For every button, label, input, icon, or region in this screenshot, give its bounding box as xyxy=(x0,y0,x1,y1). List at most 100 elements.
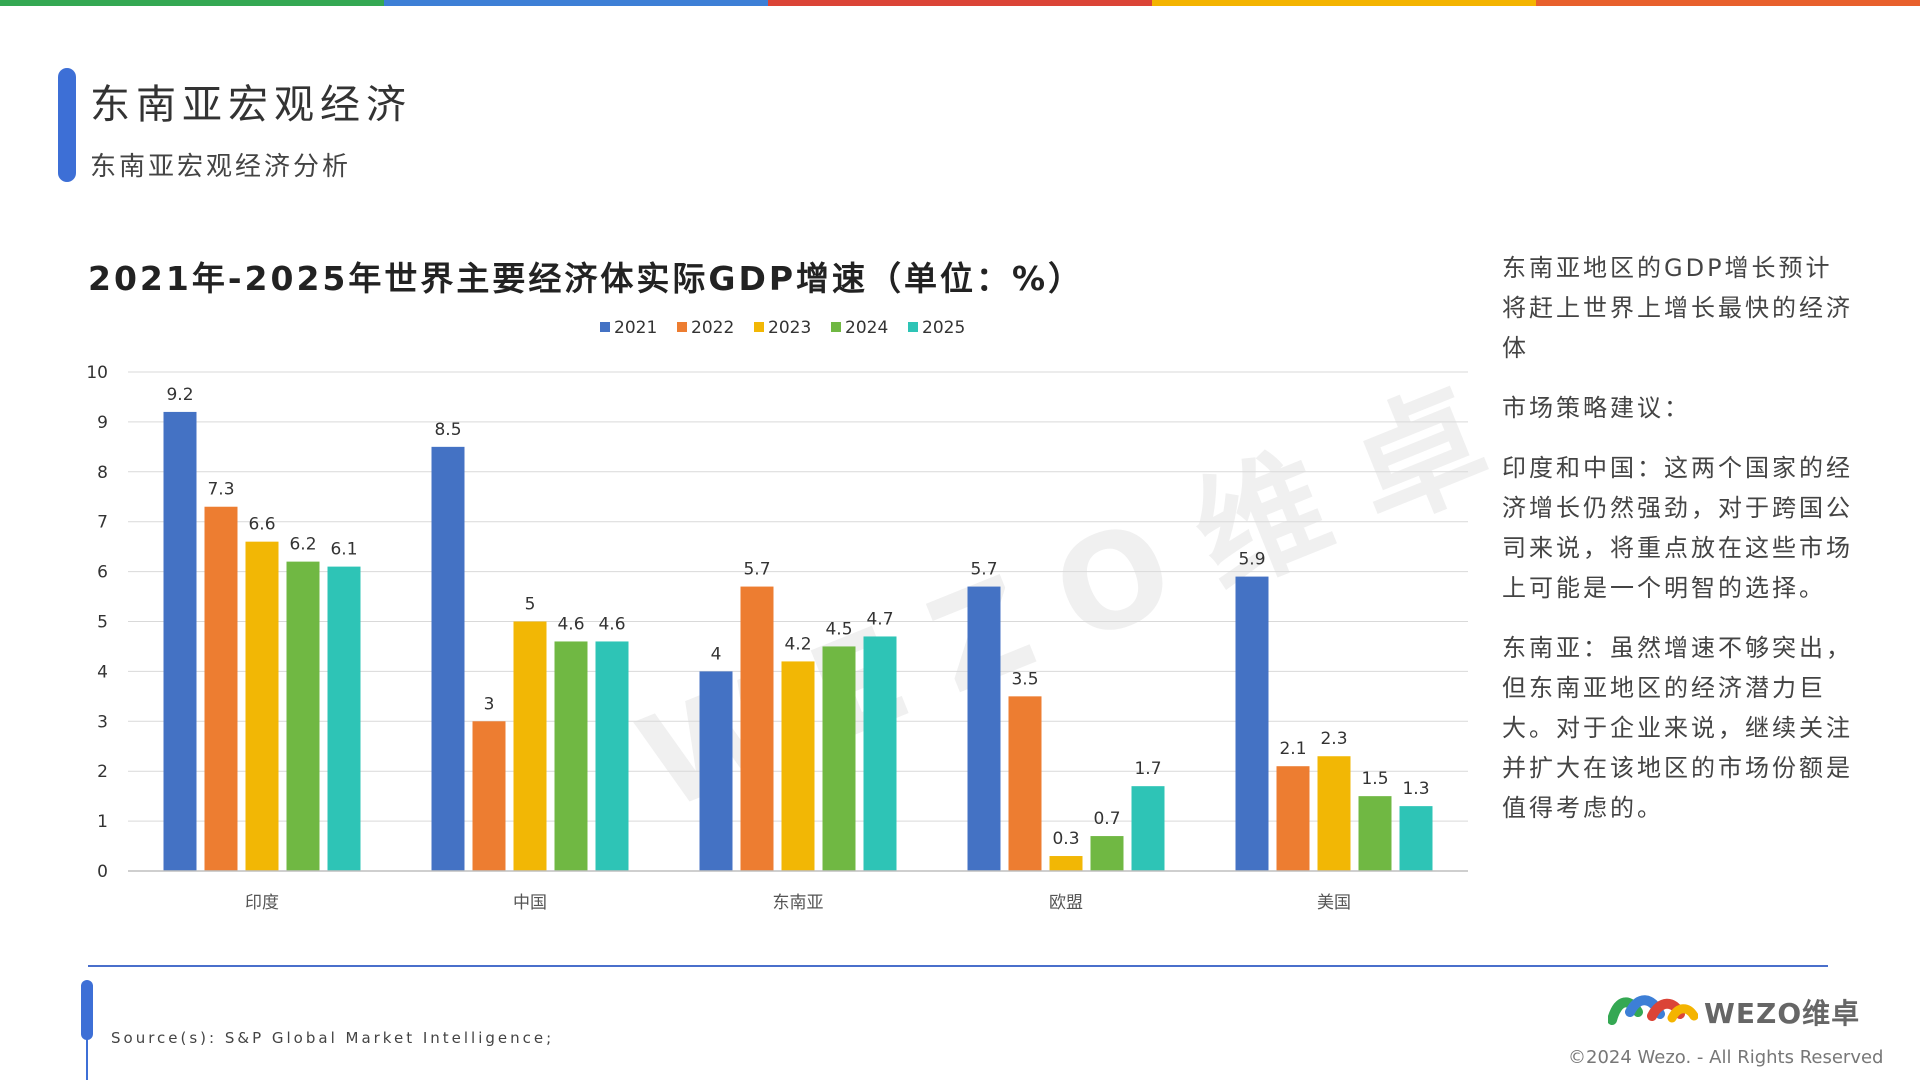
data-label: 2.3 xyxy=(1320,729,1347,749)
bar xyxy=(554,641,588,871)
source-note: Source(s): S&P Global Market Intelligenc… xyxy=(111,1029,555,1047)
y-tick-label: 5 xyxy=(97,613,108,633)
data-label: 6.6 xyxy=(248,515,275,535)
y-tick-label: 8 xyxy=(97,463,108,483)
wezo-logo: WEZO维卓 xyxy=(1608,992,1860,1032)
bar xyxy=(472,721,506,871)
data-label: 4 xyxy=(711,644,722,664)
bar xyxy=(286,561,320,871)
legend-swatch xyxy=(677,322,687,332)
legend-swatch xyxy=(754,322,764,332)
legend-swatch xyxy=(908,322,918,332)
data-label: 4.7 xyxy=(866,609,893,629)
y-tick-label: 4 xyxy=(97,662,108,682)
bar xyxy=(327,566,361,871)
sidebar-paragraph-2: 市场策略建议： xyxy=(1502,394,1691,422)
data-label: 5.9 xyxy=(1238,550,1265,570)
page-title: 东南亚宏观经济 xyxy=(90,82,412,128)
chart-title: 2021年-2025年世界主要经济体实际GDP增速（单位：%） xyxy=(88,259,1085,298)
bar xyxy=(781,661,815,871)
data-label: 6.1 xyxy=(330,540,357,560)
bar xyxy=(822,646,856,871)
data-label: 1.5 xyxy=(1361,769,1388,789)
data-label: 0.3 xyxy=(1052,829,1079,849)
data-label: 3 xyxy=(484,694,495,714)
top-bar-segment xyxy=(384,0,768,6)
bar xyxy=(1317,756,1351,871)
bar xyxy=(431,446,465,871)
data-label: 7.3 xyxy=(207,480,234,500)
footer-accent-bar xyxy=(81,980,93,1040)
top-bar-segment xyxy=(0,0,384,6)
y-tick-label: 6 xyxy=(97,563,108,583)
x-category-label: 美国 xyxy=(1317,893,1351,913)
logo-text: WEZO维卓 xyxy=(1704,997,1861,1030)
x-category-label: 印度 xyxy=(245,893,279,913)
bar xyxy=(163,411,197,871)
bar xyxy=(1358,796,1392,871)
bar-chart: 0 1 2 3 4 5 6 7 8 9 10 2021 2022 2023 2024 2025 9.2 7.3 6.… xyxy=(86,318,1468,913)
legend-label: 2021 xyxy=(614,318,657,338)
y-tick-label: 9 xyxy=(97,413,108,433)
legend-swatch xyxy=(831,322,841,332)
data-label: 2.1 xyxy=(1279,739,1306,759)
bar xyxy=(1399,806,1433,871)
data-label: 5.7 xyxy=(743,560,770,580)
data-label: 5.7 xyxy=(970,560,997,580)
bar xyxy=(1131,786,1165,871)
wezo-logo-icon xyxy=(1608,995,1698,1025)
y-tick-label: 1 xyxy=(97,812,108,832)
bar xyxy=(967,586,1001,871)
data-label: 1.3 xyxy=(1402,779,1429,799)
data-label: 6.2 xyxy=(289,535,316,555)
legend-label: 2024 xyxy=(845,318,888,338)
bar xyxy=(513,621,547,871)
bar xyxy=(863,636,897,871)
legend-swatch xyxy=(600,322,610,332)
bar xyxy=(1276,766,1310,871)
data-label: 9.2 xyxy=(166,385,193,405)
top-bar-segment xyxy=(1536,0,1920,6)
copyright: ©2024 Wezo. - All Rights Reserved xyxy=(1568,1047,1884,1068)
bar xyxy=(595,641,629,871)
bar xyxy=(245,541,279,871)
top-bar-segment xyxy=(768,0,1152,6)
legend-label: 2025 xyxy=(922,318,965,338)
bar xyxy=(1235,576,1269,871)
bar xyxy=(740,586,774,871)
page-subtitle: 东南亚宏观经济分析 xyxy=(90,152,352,182)
legend-label: 2022 xyxy=(691,318,734,338)
footer-accent-stem xyxy=(86,1035,88,1080)
top-color-bar xyxy=(0,0,1920,6)
bar xyxy=(1008,696,1042,871)
x-category-label: 东南亚 xyxy=(773,893,824,913)
bar xyxy=(1049,856,1083,871)
data-label: 1.7 xyxy=(1134,759,1161,779)
data-label: 4.6 xyxy=(598,614,625,634)
x-category-label: 中国 xyxy=(513,893,547,913)
data-label: 0.7 xyxy=(1093,809,1120,829)
sidebar-text: 东南亚地区的GDP增长预计将赶上世界上增长最快的经济体 市场策略建议： 印度和中… xyxy=(1502,248,1854,848)
legend-label: 2023 xyxy=(768,318,811,338)
title-accent-bar xyxy=(58,68,76,182)
data-label: 4.5 xyxy=(825,619,852,639)
sidebar-paragraph-4: 东南亚：虽然增速不够突出，但东南亚地区的经济潜力巨大。对于企业来说，继续关注并扩… xyxy=(1502,634,1853,822)
data-label: 4.6 xyxy=(557,614,584,634)
y-tick-label: 7 xyxy=(97,513,108,533)
sidebar-paragraph-3: 印度和中国：这两个国家的经济增长仍然强劲，对于跨国公司来说，将重点放在这些市场上… xyxy=(1502,454,1853,602)
data-label: 5 xyxy=(525,595,536,615)
top-bar-segment xyxy=(1152,0,1536,6)
data-label: 3.5 xyxy=(1011,669,1038,689)
footer-divider xyxy=(88,965,1828,967)
y-tick-label: 3 xyxy=(97,712,108,732)
data-label: 4.2 xyxy=(784,634,811,654)
sidebar-paragraph-1: 东南亚地区的GDP增长预计将赶上世界上增长最快的经济体 xyxy=(1502,254,1853,362)
data-label: 8.5 xyxy=(434,420,461,440)
y-tick-label: 2 xyxy=(97,762,108,782)
bar xyxy=(1090,836,1124,871)
bar xyxy=(204,506,238,871)
y-tick-label: 10 xyxy=(86,363,108,383)
bar xyxy=(699,671,733,871)
y-tick-label: 0 xyxy=(97,862,108,882)
x-category-label: 欧盟 xyxy=(1049,893,1083,913)
